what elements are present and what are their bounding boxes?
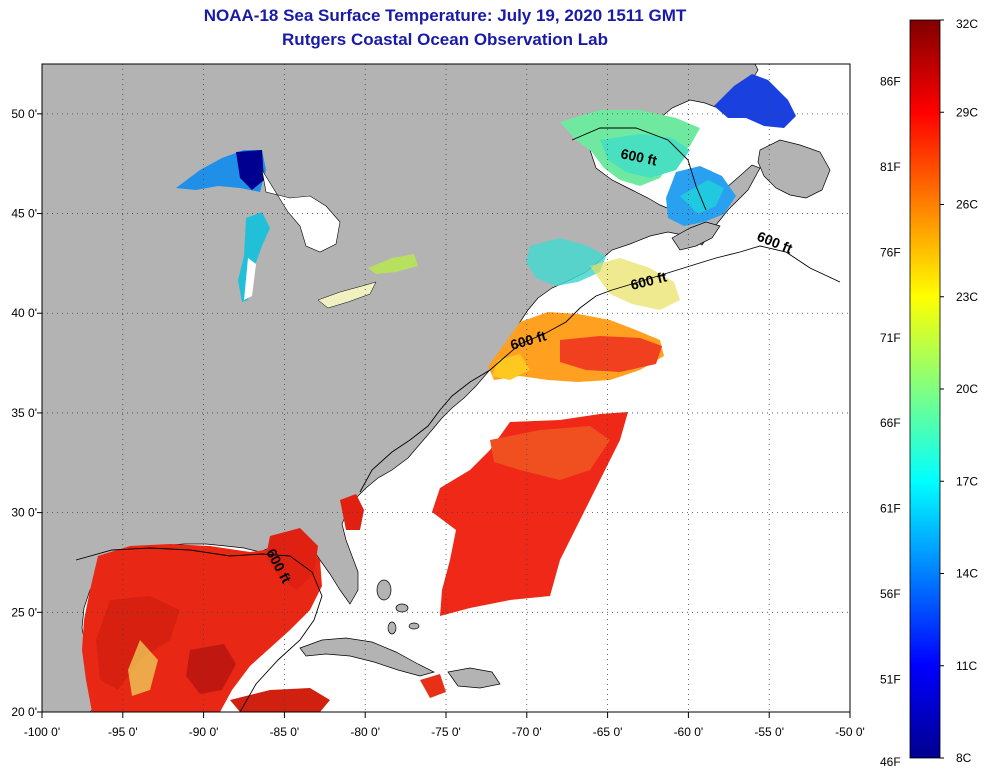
x-axis: -100 0' -95 0' -90 0' -85 0' -80 0' -75 0' -70… <box>24 712 865 739</box>
colorbar-label-c: 26C <box>956 198 978 212</box>
y-tick-label: 40 0' <box>11 306 37 320</box>
x-tick-label: -60 0' <box>674 725 704 739</box>
colorbar-label-f: 51F <box>880 672 901 686</box>
mid-atlantic-sst <box>488 312 664 382</box>
colorbar-label-f: 71F <box>880 331 901 345</box>
land-newfoundland <box>757 139 831 199</box>
colorbar-label-c: 17C <box>956 474 978 488</box>
colorbar-label-c: 23C <box>956 290 978 304</box>
x-tick-label: -50 0' <box>835 725 865 739</box>
colorbar-label-f: 76F <box>880 245 901 259</box>
colorbar-label-f: 56F <box>880 587 901 601</box>
colorbar-label-c: 32C <box>956 17 978 31</box>
y-tick-label: 50 0' <box>11 107 37 121</box>
gulf-st-lawrence-sst <box>560 74 796 226</box>
colorbar-label-f: 61F <box>880 502 901 516</box>
x-tick-label: -65 0' <box>593 725 623 739</box>
y-tick-label: 20 0' <box>11 705 37 719</box>
colorbar-fahrenheit-labels: 86F 81F 76F 71F 66F 61F 56F 51F 46F <box>880 75 901 770</box>
land-nova-scotia <box>671 221 721 251</box>
colorbar-label-c: 20C <box>956 382 978 396</box>
x-tick-label: -75 0' <box>431 725 461 739</box>
x-tick-label: -85 0' <box>270 725 300 739</box>
south-atlantic-sst-swath <box>340 412 628 616</box>
contour-label: 600 ft <box>619 145 658 168</box>
colorbar-label-c: 29C <box>956 105 978 119</box>
land-bahamas <box>376 579 420 635</box>
colorbar-label-f: 81F <box>880 160 901 174</box>
map-title: NOAA-18 Sea Surface Temperature: July 19… <box>203 6 687 25</box>
map-subtitle: Rutgers Coastal Ocean Observation Lab <box>282 30 608 49</box>
x-tick-label: -55 0' <box>754 725 784 739</box>
y-tick-label: 45 0' <box>11 207 37 221</box>
colorbar-label-f: 46F <box>880 755 901 769</box>
x-tick-label: -80 0' <box>350 725 380 739</box>
colorbar-label-f: 66F <box>880 416 901 430</box>
y-axis: 20 0' 25 0' 30 0' 35 0' 40 0' 45 0' 50 0' <box>11 107 42 719</box>
isobath-600ft <box>75 127 841 712</box>
colorbar-label-f: 86F <box>880 75 901 89</box>
great-lakes-sst <box>176 150 418 309</box>
gridlines <box>42 64 850 712</box>
x-tick-label: -100 0' <box>24 725 60 739</box>
gulf-of-maine-sst <box>526 238 680 310</box>
colorbar-label-c: 14C <box>956 567 978 581</box>
colorbar-label-c: 11C <box>956 659 977 673</box>
y-tick-label: 35 0' <box>11 406 37 420</box>
x-tick-label: -95 0' <box>108 725 138 739</box>
colorbar-label-c: 8C <box>956 751 972 765</box>
colorbar-celsius-labels: 32C 29C 26C 23C 20C 17C 14C 11C 8C <box>940 17 978 765</box>
x-tick-label: -90 0' <box>189 725 219 739</box>
gulf-of-mexico-sst <box>82 528 322 712</box>
caribbean-sst <box>230 674 446 712</box>
y-tick-label: 25 0' <box>11 605 37 619</box>
land-cuba <box>299 637 435 677</box>
land-hispaniola <box>447 667 501 689</box>
y-tick-label: 30 0' <box>11 506 37 520</box>
map-layers: 600 ft 600 ft 600 ft 600 ft 600 ft <box>42 64 850 712</box>
x-tick-label: -70 0' <box>512 725 542 739</box>
colorbar <box>909 19 941 759</box>
